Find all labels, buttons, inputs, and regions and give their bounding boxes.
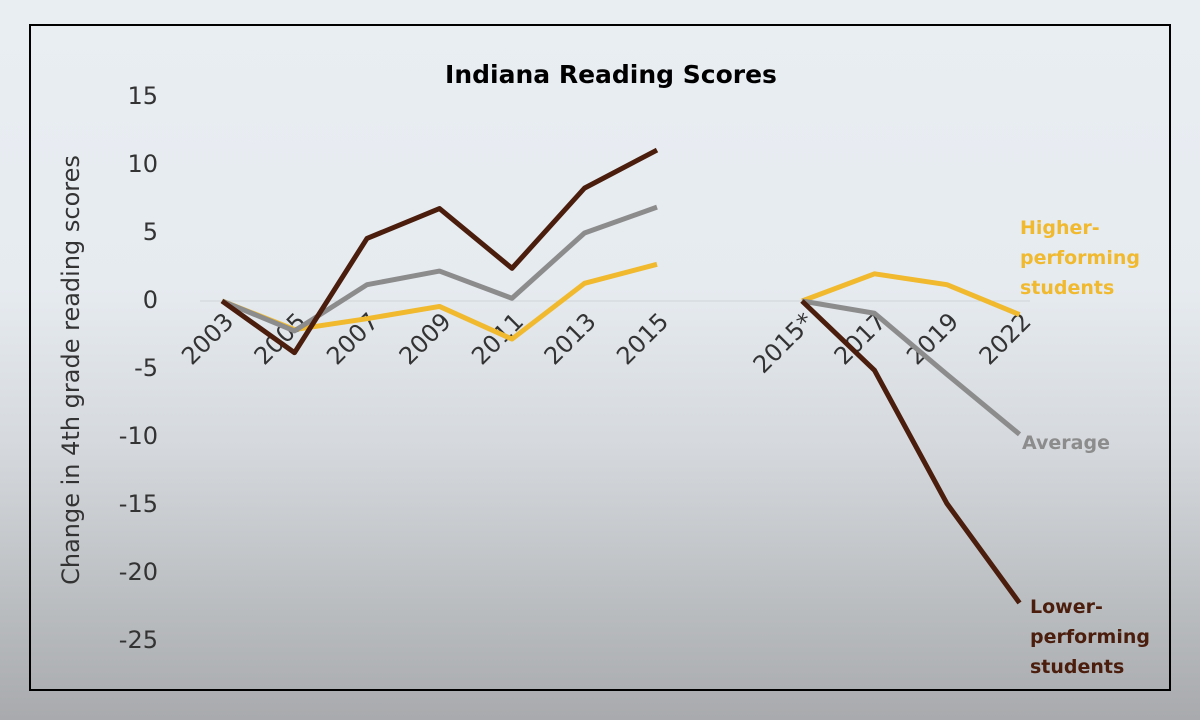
- x-tick-label: 2003: [176, 307, 239, 370]
- x-tick-label: 2015: [611, 307, 674, 370]
- chart-frame: [29, 24, 1171, 691]
- series-label-average: Average: [1022, 432, 1110, 454]
- y-tick-label: 5: [143, 218, 158, 246]
- x-tick-label: 2011: [466, 307, 529, 370]
- x-tick-label: 2022: [974, 307, 1037, 370]
- y-tick-label: -25: [119, 626, 158, 654]
- x-tick-label: 2015*: [748, 307, 819, 378]
- y-tick-label: -20: [119, 558, 158, 586]
- chart-title: Indiana Reading Scores: [445, 60, 777, 89]
- y-tick-label: -5: [134, 354, 158, 382]
- y-axis-label: Change in 4th grade reading scores: [57, 155, 85, 585]
- series-line: [220, 147, 1022, 605]
- y-tick-label: 15: [127, 82, 158, 110]
- series-label-higher: Higher-performing students: [1020, 217, 1140, 299]
- x-tick-label: 2009: [394, 307, 457, 370]
- y-tick-label: -15: [119, 490, 158, 518]
- y-tick-label: 0: [143, 286, 158, 314]
- y-tick-label: 10: [127, 150, 158, 178]
- x-tick-label: 2013: [539, 307, 602, 370]
- y-tick-label: -10: [119, 422, 158, 450]
- series-label-lower: Lower-performing students: [1030, 596, 1150, 678]
- series-line: [221, 204, 1022, 437]
